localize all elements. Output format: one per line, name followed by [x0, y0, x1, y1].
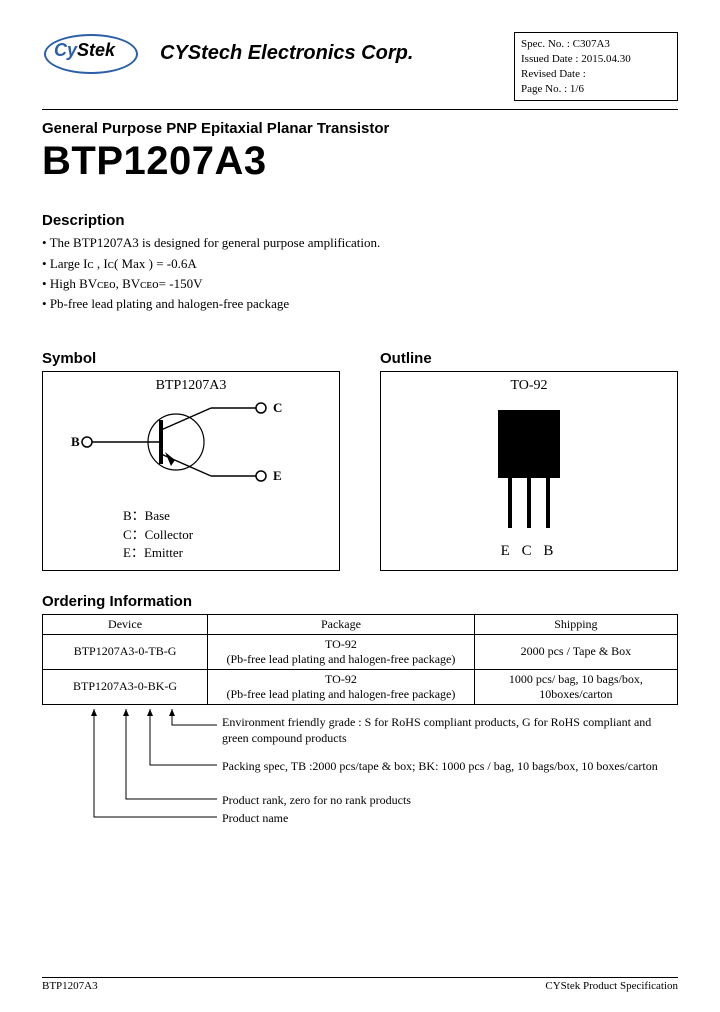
ordering-table: Device Package Shipping BTP1207A3-0-TB-G… [42, 614, 678, 705]
logo-cy: Cy [54, 40, 77, 60]
arrow-lines-icon [42, 709, 222, 839]
desc-item: The BTP1207A3 is designed for general pu… [42, 233, 678, 253]
spec-no: C307A3 [573, 38, 610, 50]
logo-stek: Stek [77, 40, 115, 60]
symbol-heading: Symbol [42, 350, 340, 367]
page-no: 1/6 [570, 83, 584, 95]
page-label: Page No. : [521, 83, 567, 95]
footer-left: BTP1207A3 [42, 980, 98, 992]
arrow-note: Product rank, zero for no rank products [222, 793, 678, 809]
outline-heading: Outline [380, 350, 678, 367]
pin-b-label: B [71, 434, 80, 449]
outline-col: Outline TO-92 E C B [380, 334, 678, 571]
footer: BTP1207A3 CYStek Product Specification [42, 977, 678, 992]
symbol-box: BTP1207A3 B C E [42, 371, 340, 571]
header: CyStek CYStech Electronics Corp. Spec. N… [42, 32, 678, 101]
cell-shipping: 1000 pcs/ bag, 10 bags/box, 10boxes/cart… [474, 669, 677, 704]
spec-no-label: Spec. No. : [521, 38, 570, 50]
spec-box: Spec. No. : C307A3 Issued Date : 2015.04… [514, 32, 678, 101]
part-number: BTP1207A3 [42, 139, 678, 184]
pin-e-label: E [273, 468, 282, 483]
legend-item: B：Base [123, 507, 193, 525]
page: CyStek CYStech Electronics Corp. Spec. N… [0, 0, 720, 1012]
arrow-note: Environment friendly grade : S for RoHS … [222, 715, 678, 746]
desc-item: Large Iᴄ , Iᴄ( Max ) = -0.6A [42, 254, 678, 274]
company-name: CYStech Electronics Corp. [154, 32, 502, 65]
table-row: BTP1207A3-0-BK-G TO-92 (Pb-free lead pla… [43, 669, 678, 704]
pin-legend: B：Base C：Collector E：Emitter [123, 507, 193, 562]
cell-package: TO-92 (Pb-free lead plating and halogen-… [208, 634, 475, 669]
description-heading: Description [42, 212, 678, 229]
description-list: The BTP1207A3 is designed for general pu… [42, 233, 678, 314]
legend-item: E：Emitter [123, 544, 193, 562]
legend-item: C：Collector [123, 526, 193, 544]
pin-c-label: C [273, 400, 282, 415]
to92-package-icon [484, 410, 574, 540]
col-package: Package [208, 614, 475, 634]
cell-shipping: 2000 pcs / Tape & Box [474, 634, 677, 669]
issued-date: 2015.04.30 [581, 53, 631, 65]
table-row: BTP1207A3-0-TB-G TO-92 (Pb-free lead pla… [43, 634, 678, 669]
footer-right: CYStek Product Specification [545, 980, 678, 992]
revised-label: Revised Date : [521, 68, 586, 80]
arrow-note: Packing spec, TB :2000 pcs/tape & box; B… [222, 759, 678, 775]
table-row: Device Package Shipping [43, 614, 678, 634]
desc-item: High BVᴄᴇᴏ, BVᴄᴇᴏ= -150V [42, 274, 678, 294]
ordering-heading: Ordering Information [42, 593, 678, 610]
col-shipping: Shipping [474, 614, 677, 634]
cell-device: BTP1207A3-0-BK-G [43, 669, 208, 704]
outline-pkg-label: TO-92 [387, 378, 671, 394]
ordering-legend: Environment friendly grade : S for RoHS … [42, 709, 678, 839]
symbol-label: BTP1207A3 [49, 378, 333, 394]
outline-box: TO-92 E C B [380, 371, 678, 571]
transistor-symbol-icon: B C E [51, 400, 311, 510]
header-rule [42, 109, 678, 110]
cell-device: BTP1207A3-0-TB-G [43, 634, 208, 669]
symbol-col: Symbol BTP1207A3 B C E [42, 334, 340, 571]
col-device: Device [43, 614, 208, 634]
outline-pins-label: E C B [501, 543, 558, 560]
logo: CyStek [42, 32, 142, 76]
desc-item: Pb-free lead plating and halogen-free pa… [42, 294, 678, 314]
issued-label: Issued Date : [521, 53, 578, 65]
cell-package: TO-92 (Pb-free lead plating and halogen-… [208, 669, 475, 704]
figures-row: Symbol BTP1207A3 B C E [42, 334, 678, 571]
arrow-note: Product name [222, 811, 678, 827]
subtitle: General Purpose PNP Epitaxial Planar Tra… [42, 120, 678, 137]
logo-text: CyStek [54, 40, 115, 61]
